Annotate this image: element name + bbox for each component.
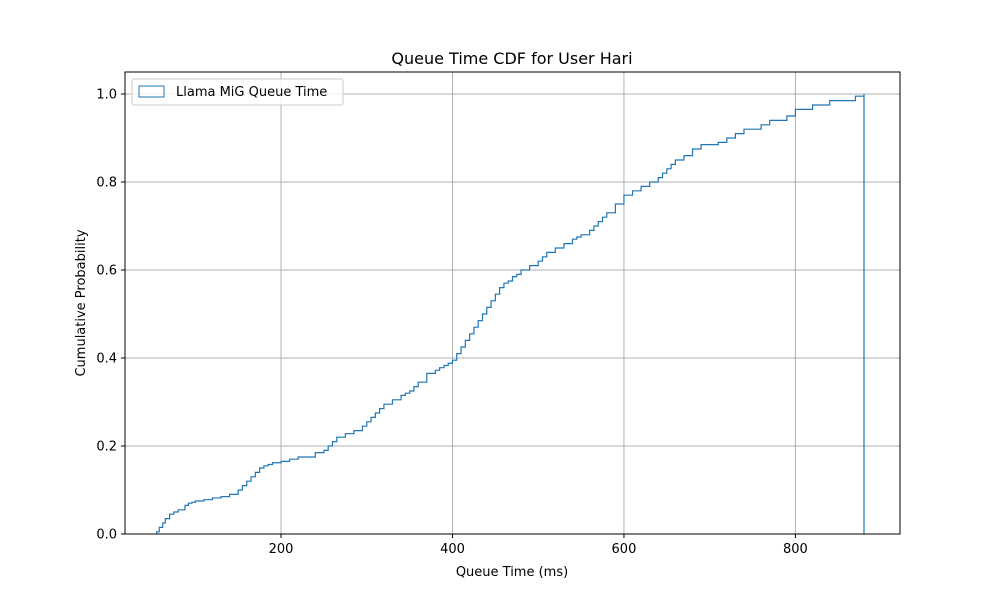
- y-axis-label: Cumulative Probability: [74, 229, 89, 376]
- grid-lines: [125, 72, 900, 535]
- y-tick-label: 0.0: [96, 528, 117, 543]
- x-tick-label: 200: [269, 542, 294, 557]
- y-tick-label: 0.4: [96, 352, 117, 367]
- y-tick-label: 0.2: [96, 440, 117, 455]
- x-tick-label: 600: [612, 542, 637, 557]
- x-tick-label: 800: [783, 542, 808, 557]
- legend-box: [131, 78, 344, 106]
- series-cdf-line: [156, 94, 865, 534]
- y-tick-label: 1.0: [96, 88, 117, 103]
- chart-title: Queue Time CDF for User Hari: [391, 49, 632, 68]
- y-tick-label: 0.6: [96, 264, 117, 279]
- plot-frame: [124, 71, 901, 535]
- x-axis-label: Queue Time (ms): [456, 565, 568, 580]
- legend: Llama MiG Queue Time: [131, 78, 344, 106]
- legend-entry-label: Llama MiG Queue Time: [176, 85, 327, 100]
- series-layer: [156, 94, 865, 534]
- axis-ticks: 200 400 600 800 0.0 0.2 0.4 0.6 0.8 1.0: [96, 88, 808, 558]
- x-tick-label: 400: [440, 542, 465, 557]
- y-tick-label: 0.8: [96, 176, 117, 191]
- legend-swatch: [138, 85, 165, 98]
